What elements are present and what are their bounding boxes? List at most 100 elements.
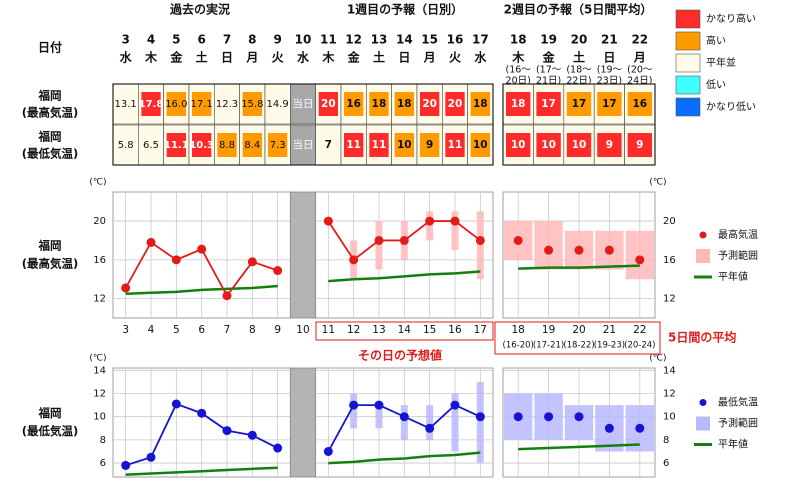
day: 7 <box>223 33 231 47</box>
cell-value: 5.8 <box>118 140 134 151</box>
cell-value: 14.9 <box>267 99 289 110</box>
x-tick-label: 21 <box>603 324 616 336</box>
day-range: 21日) <box>536 76 561 87</box>
x-tick-label: 18 <box>512 324 525 336</box>
legend-swatch <box>675 75 701 95</box>
cell-fill <box>536 133 561 157</box>
weekday: 金 <box>169 50 183 65</box>
cell-fill <box>343 133 364 157</box>
cell-fill <box>394 92 414 116</box>
weekday: 日 <box>398 51 410 65</box>
value-dot <box>513 235 523 245</box>
cell-fill <box>191 133 212 157</box>
legend-label: 高い <box>706 34 726 47</box>
x-tick-label: 13 <box>372 324 385 336</box>
value-dot <box>574 245 584 255</box>
value-dot <box>513 412 523 422</box>
legend-label: かなり低い <box>706 100 756 113</box>
cell-value: 16.0 <box>165 99 187 110</box>
value-dot <box>247 430 257 440</box>
legend-label: かなり高い <box>706 12 756 25</box>
cell-fill <box>292 92 314 116</box>
cell-fill <box>597 133 622 157</box>
cell-value: 7 <box>325 139 332 151</box>
day: 8 <box>248 33 256 47</box>
legend-swatch <box>675 53 701 73</box>
cell-fill <box>242 133 262 157</box>
cell-fill <box>191 92 212 116</box>
value-dot <box>349 400 359 410</box>
weekday: 水 <box>120 50 133 65</box>
weekday: 木 <box>321 50 335 65</box>
cell-value: 9 <box>606 139 613 151</box>
cell-value: 17.1 <box>191 99 213 110</box>
cell-fill <box>627 133 652 157</box>
date-label: 日付 <box>38 40 62 55</box>
cell-fill <box>318 133 338 157</box>
y-tick-label: 6 <box>100 458 106 469</box>
value-dot <box>146 237 156 247</box>
x-tick-label: 15 <box>423 324 436 336</box>
forecast-range <box>375 221 383 270</box>
weekday: 日 <box>221 51 233 65</box>
forecast-range <box>426 405 434 440</box>
cell-value: 8.8 <box>219 140 235 151</box>
value-dot <box>399 412 409 422</box>
unit: (℃) <box>89 354 106 364</box>
x-tick-label: 3 <box>122 324 129 336</box>
cell-fill <box>369 92 389 116</box>
forecast-range <box>375 405 383 429</box>
day: 18 <box>510 33 527 47</box>
value-dot <box>323 216 333 226</box>
normal-line <box>328 451 481 465</box>
day-range: (16～ <box>506 65 532 76</box>
value-dot <box>450 216 460 226</box>
cell-value: 18 <box>397 98 412 110</box>
x-tick-label: 22 <box>633 324 646 336</box>
x-tick-label: 16 <box>448 324 462 336</box>
day: 10 <box>295 33 312 47</box>
day: 3 <box>121 33 129 47</box>
weekday: 金 <box>542 50 556 65</box>
legend-label: 平年値 <box>718 438 748 451</box>
legend-label: 予測範囲 <box>718 417 758 430</box>
day: 17 <box>472 33 489 47</box>
cell-value: 13.1 <box>115 99 137 110</box>
value-dot <box>247 257 257 267</box>
x-sub-label: (19-23) <box>594 341 625 351</box>
cell-fill <box>566 133 592 157</box>
day: 11 <box>320 33 337 47</box>
cell-fill <box>217 133 237 157</box>
table-frame <box>112 83 494 166</box>
day-range: (17～ <box>536 65 562 76</box>
legend-swatch <box>675 31 701 51</box>
normal-line <box>518 443 640 451</box>
cell-value: 16 <box>346 98 361 110</box>
day: 13 <box>371 33 388 47</box>
cell-value: 10 <box>397 139 412 151</box>
value-dot <box>171 255 181 265</box>
cell-fill <box>267 92 288 116</box>
cell-value: 15.8 <box>241 99 263 110</box>
value-dot <box>222 426 232 436</box>
chart-row-label: (最高気温) <box>22 257 79 271</box>
y-tick-label: 8 <box>663 435 669 446</box>
value-dot <box>635 255 645 265</box>
cell-value: 10 <box>473 139 488 151</box>
y-tick-label: 14 <box>93 365 106 376</box>
value-dot <box>604 245 614 255</box>
forecast-range <box>400 405 408 440</box>
value-dot <box>146 452 156 462</box>
x-tick-label: 10 <box>296 324 309 336</box>
value-dot <box>399 235 409 245</box>
x-tick-label: 19 <box>542 324 555 336</box>
weekday: 木 <box>511 50 525 65</box>
y-tick-label: 20 <box>93 216 106 227</box>
normal-line <box>328 270 481 283</box>
value-dot <box>121 283 131 293</box>
value-dot <box>374 400 384 410</box>
panel <box>289 367 317 478</box>
value-dot <box>273 266 283 276</box>
legend-swatch <box>675 9 701 29</box>
legend-label: 予測範囲 <box>718 249 758 262</box>
